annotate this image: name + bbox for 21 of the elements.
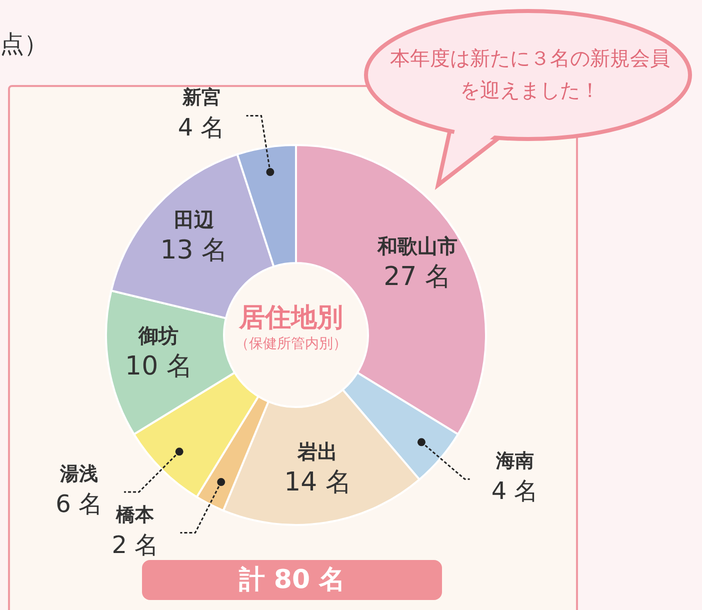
slice-label: 岩出 xyxy=(296,439,338,464)
data-label: 2 名 xyxy=(112,530,159,559)
data-label: 6 名 xyxy=(56,490,102,518)
slice-label: 御坊 xyxy=(138,324,179,348)
data-label: 27 名 xyxy=(384,262,451,292)
slice-label: 田辺 xyxy=(174,208,215,232)
text: 本年度は新たに３名の新規会員を迎えました！ xyxy=(389,45,671,104)
data-label: 10 名 xyxy=(125,352,192,382)
data-label: 13 名 xyxy=(160,236,228,266)
slice-label: 湯浅 xyxy=(59,462,98,485)
data-label: 14 名 xyxy=(284,467,352,498)
text: （保健所管内別） xyxy=(234,335,348,353)
text: 居住地別 xyxy=(238,302,344,335)
data-label: 4 名 xyxy=(178,114,225,142)
slice-label: 新宮 xyxy=(181,86,220,109)
data-label: 4 名 xyxy=(491,477,538,506)
slice-label: 海南 xyxy=(494,450,534,472)
text: 点） xyxy=(0,29,48,60)
slice-label: 和歌山市 xyxy=(376,234,458,258)
text: 計 80 名 xyxy=(142,560,442,600)
slice-label: 橋本 xyxy=(115,504,156,526)
